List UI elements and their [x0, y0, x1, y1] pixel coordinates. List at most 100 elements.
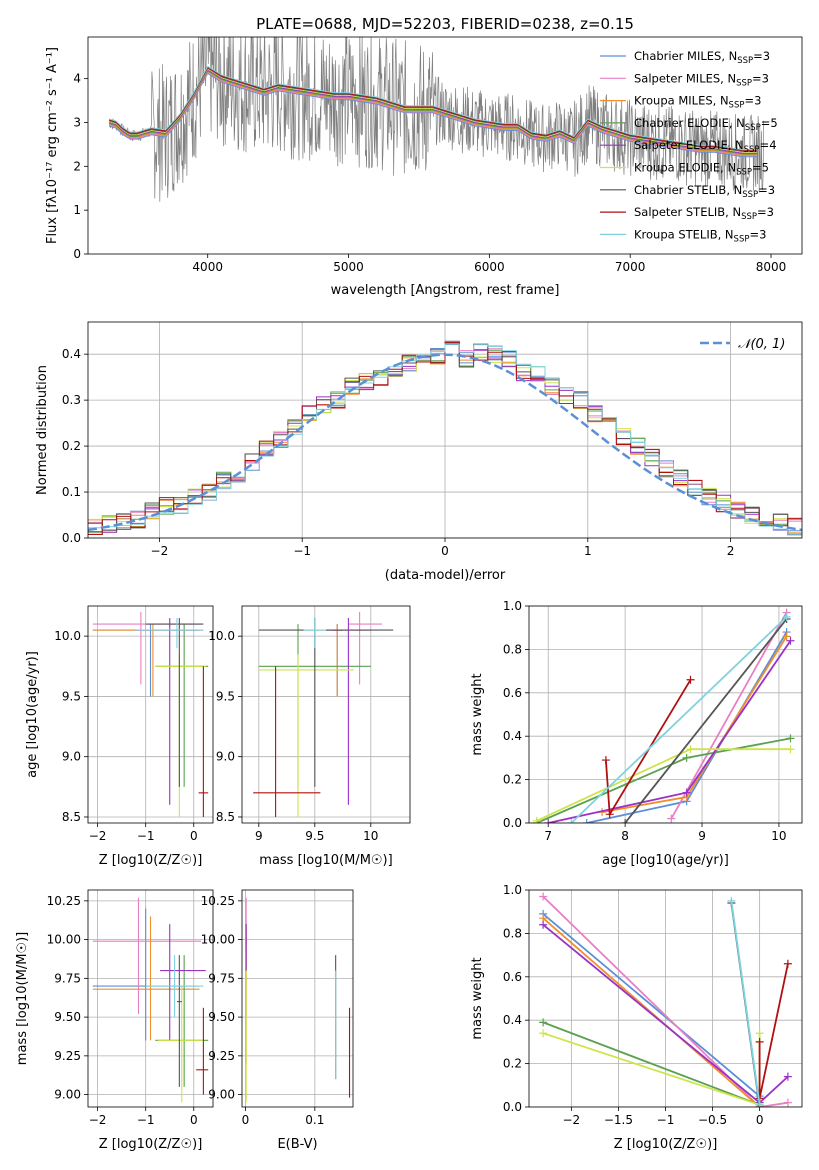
weight-line-series-0 [542, 913, 761, 1097]
weight-marker [532, 816, 541, 823]
weight-marker [682, 753, 691, 762]
weight-marker [682, 788, 691, 797]
legend-label-normal: 𝒩(0, 1) [738, 337, 785, 352]
axes-frame [528, 889, 803, 1108]
chart-title: PLATE=0688, MJD=52203, FIBERID=0238, z=0… [256, 15, 634, 33]
plot-area-age_vs_Z [88, 606, 213, 823]
legend-label-6: Chabrier STELIB, NSSP=3 [634, 183, 775, 200]
weight-marker [605, 810, 614, 819]
x-tick-label: 9 [698, 829, 706, 843]
legend-label-1: Salpeter MILES, NSSP=3 [634, 71, 769, 88]
x-axis-label: Z [log10(Z/Z☉)] [614, 1137, 718, 1152]
weight-marker [539, 1029, 548, 1038]
y-tick-label: 10.0 [54, 629, 81, 643]
x-tick-label: −1 [657, 1113, 675, 1127]
x-tick-label: 2 [727, 544, 735, 558]
y-tick-label: 4 [73, 72, 81, 86]
weight-line-series-3 [542, 1021, 760, 1106]
y-tick-label: 9.50 [208, 1010, 235, 1024]
y-axis-label: mass [log10(M/M☉)] [15, 932, 30, 1065]
weight-line-series-3 [536, 737, 791, 823]
weight-line-series-1 [542, 895, 789, 1107]
y-tick-label: 9.5 [62, 689, 81, 703]
x-tick-label: −1.5 [604, 1113, 633, 1127]
weight-marker [783, 1072, 792, 1081]
x-tick-label: 8000 [756, 260, 787, 274]
weight-marker [539, 892, 548, 901]
x-tick-label: −1 [137, 829, 155, 843]
y-tick-label: 1.0 [503, 599, 522, 613]
weight-line-series-4 [548, 640, 792, 823]
x-axis-label: Z [log10(Z/Z☉)] [99, 1137, 203, 1152]
y-axis-label: mass weight [470, 673, 485, 755]
axes-frame [87, 889, 214, 1108]
weight-marker [567, 819, 576, 823]
y-tick-label: 10.00 [47, 933, 81, 947]
model-line-series-8 [108, 65, 757, 151]
x-tick-label: 0 [190, 1113, 198, 1127]
y-tick-label: 1 [73, 203, 81, 217]
weight-line-series-8 [730, 900, 761, 1105]
y-tick-label: 0 [73, 247, 81, 261]
legend-label-3: Chabrier ELODIE, NSSP=5 [634, 116, 778, 133]
plot-area-mass_vs_ebv [242, 890, 353, 1107]
weight-line-series-7 [758, 963, 789, 1099]
weight-marker [667, 814, 676, 823]
y-tick-label: 0.2 [62, 439, 81, 453]
y-tick-label: 9.25 [54, 1049, 81, 1063]
weight-line-series-8 [570, 616, 788, 823]
y-tick-label: 9.5 [216, 689, 235, 703]
x-axis-label: wavelength [Angstrom, rest frame] [331, 283, 560, 298]
y-tick-label: 0.0 [503, 816, 522, 830]
y-tick-label: 8.5 [216, 810, 235, 824]
weight-line-series-1 [670, 612, 788, 820]
x-tick-label: −2 [563, 1113, 581, 1127]
legend-label-4: Salpeter ELODIE, NSSP=4 [634, 138, 777, 155]
histogram-series-8 [88, 343, 802, 535]
weight-marker [582, 819, 591, 823]
y-tick-label: 0.0 [503, 1100, 522, 1114]
y-tick-label: 0.8 [503, 642, 522, 656]
y-tick-label: 0.1 [62, 485, 81, 499]
legend-label-5: Kroupa ELODIE, NSSP=5 [634, 161, 769, 178]
axes-frame [87, 321, 803, 539]
x-axis-label: E(B-V) [277, 1137, 317, 1152]
x-axis-label: age [log10(age/yr)] [602, 853, 729, 868]
y-tick-label: 0.2 [503, 1057, 522, 1071]
plot-area-residuals [88, 322, 802, 538]
x-tick-label: 10 [363, 829, 378, 843]
y-tick-label: 9.75 [54, 971, 81, 985]
legend-label-8: Kroupa STELIB, NSSP=3 [634, 227, 766, 244]
x-tick-label: −1 [137, 1113, 155, 1127]
y-tick-label: 8.5 [62, 810, 81, 824]
x-tick-label: −2 [151, 544, 169, 558]
x-axis-label: (data-model)/error [385, 568, 506, 583]
y-tick-label: 9.75 [208, 971, 235, 985]
y-tick-label: 0.6 [503, 686, 522, 700]
axes-frame [528, 605, 803, 824]
y-axis-label: Flux [fλ10⁻¹⁷ erg cm⁻² s⁻¹ A⁻¹] [45, 47, 60, 244]
y-tick-label: 10.25 [47, 894, 81, 908]
y-tick-label: 0.4 [503, 1013, 522, 1027]
x-tick-label: −2 [89, 1113, 107, 1127]
y-tick-label: 2 [73, 159, 81, 173]
y-tick-label: 9.50 [54, 1010, 81, 1024]
weight-marker [782, 632, 791, 641]
y-tick-label: 0.6 [503, 970, 522, 984]
x-tick-label: 4000 [192, 260, 223, 274]
weight-marker [786, 636, 795, 645]
y-axis-label: age [log10(age/yr)] [25, 651, 40, 778]
weight-line-series-6 [624, 618, 788, 823]
x-tick-label: 8 [621, 829, 629, 843]
plot-area-weight_vs_age [529, 606, 802, 823]
plot-area-spectrum [108, 37, 765, 202]
legend-label-0: Chabrier MILES, NSSP=3 [634, 49, 770, 66]
plot-area-age_vs_mass [242, 606, 410, 823]
y-tick-label: 9.00 [208, 1088, 235, 1102]
y-tick-label: 9.0 [216, 750, 235, 764]
y-tick-label: 10.0 [208, 629, 235, 643]
y-tick-label: 0.4 [62, 347, 81, 361]
y-tick-label: 0.0 [62, 531, 81, 545]
x-tick-label: 0.1 [305, 1113, 324, 1127]
y-tick-label: 9.25 [208, 1049, 235, 1063]
